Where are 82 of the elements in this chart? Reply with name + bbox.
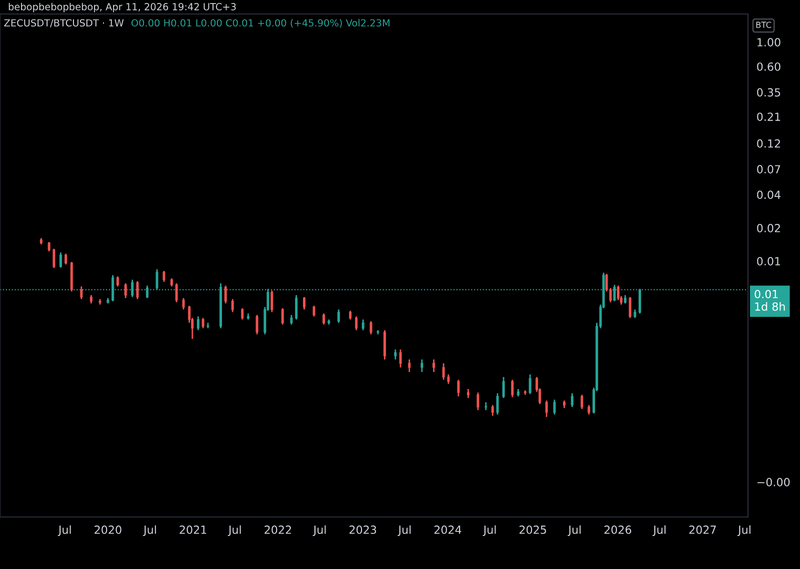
candlestick: [528, 374, 532, 395]
candlestick: [312, 305, 316, 318]
candlestick: [202, 317, 204, 329]
y-tick-label: 0.02: [757, 224, 780, 232]
candlestick: [588, 404, 590, 416]
candlestick: [337, 308, 340, 324]
x-tick-label: 2026: [604, 526, 632, 534]
candlestick: [52, 248, 56, 269]
candlestick: [420, 358, 424, 373]
x-tick-label: Jul: [398, 525, 411, 536]
candlestick: [162, 270, 166, 283]
x-tick-label: Jul: [482, 525, 496, 536]
x-tick-label: 2020: [94, 526, 122, 534]
candlestick: [124, 282, 127, 299]
candlestick: [408, 358, 411, 373]
candlestick: [295, 294, 298, 320]
candlestick: [476, 392, 480, 411]
candlestick: [64, 253, 68, 266]
x-tick-label: Jul: [737, 525, 750, 536]
chart-subtitle: O0.00 H0.01 L0.00 C0.01 +0.00 (+45.90%) Vol2.23M: [131, 19, 390, 28]
candlestick: [362, 318, 364, 331]
x-tick-label: 2025: [520, 526, 546, 534]
candlestick: [432, 358, 436, 373]
x-tick-label: Jul: [568, 525, 581, 536]
candlestick: [290, 314, 293, 326]
candlestick: [182, 297, 185, 310]
candlestick: [570, 392, 574, 408]
chart-title: ZECUSDT/BTCUSDT · 1W: [4, 19, 124, 28]
candlestick: [511, 379, 514, 398]
candlestick: [457, 379, 460, 398]
y-tick-label: 0.35: [757, 88, 780, 97]
x-tick-label: Jul: [312, 525, 326, 536]
candlestick: [370, 320, 372, 336]
candlestick: [241, 308, 244, 320]
x-tick-label: Jul: [228, 525, 241, 536]
y-tick-label: −0.00: [758, 478, 790, 486]
y-axis-title: BTC: [756, 22, 772, 28]
candlestick: [116, 276, 119, 288]
x-tick-label: 2023: [350, 526, 376, 534]
candlestick: [270, 290, 274, 313]
candlestick: [224, 284, 227, 304]
candlestick: [442, 362, 445, 380]
y-tick-label: 1.00: [758, 38, 780, 46]
text: bebopbebopbebop, Apr 11, 2026 19:42 UTC+3: [8, 2, 236, 12]
y-tick-label: 0.01: [757, 257, 780, 266]
ref-line-label: 0.01 1d 8h: [754, 290, 785, 311]
x-tick-label: 2024: [434, 526, 462, 534]
candlestick: [616, 284, 620, 301]
y-tick-label: 0.12: [757, 139, 780, 148]
x-tick-label: Jul: [142, 525, 156, 536]
candlestick: [496, 392, 499, 416]
candlestick: [80, 286, 83, 300]
candlestick: [383, 329, 386, 360]
candlestick: [399, 348, 402, 368]
candlestick: [322, 312, 326, 326]
candlestick: [196, 316, 200, 331]
candlestick: [136, 280, 139, 300]
candlestick: [553, 398, 556, 416]
y-tick-label: 0.07: [757, 165, 780, 174]
candlestick: [545, 400, 548, 418]
candlestick: [580, 394, 584, 410]
candlestick: [59, 252, 62, 268]
candlestick: [628, 296, 632, 319]
candlestick: [355, 316, 358, 331]
candlestick: [231, 298, 234, 313]
x-tick-label: 2021: [180, 526, 206, 534]
candlestick: [175, 282, 178, 304]
candlestick: [48, 241, 50, 252]
candlestick: [491, 404, 494, 416]
y-tick-label: 0.04: [757, 190, 780, 199]
y-tick-label: 0.60: [757, 62, 780, 71]
candlestick: [281, 308, 284, 326]
x-tick-label: Jul: [652, 525, 666, 536]
candlestick: [256, 314, 258, 336]
x-tick-label: 2027: [689, 526, 716, 534]
x-tick-label: Jul: [58, 525, 71, 536]
candlestick: [394, 348, 397, 360]
candlestick: [447, 374, 450, 385]
candlestick: [502, 376, 505, 399]
y-tick-label: 0.21: [757, 112, 780, 121]
candlestick: [302, 296, 306, 310]
x-tick-label: 2022: [264, 526, 291, 534]
